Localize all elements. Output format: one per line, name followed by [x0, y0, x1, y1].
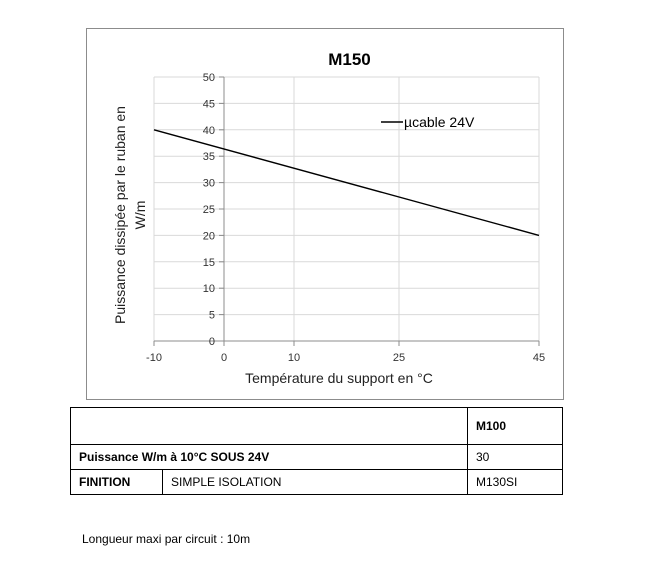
table-header-empty-cell [70, 407, 468, 445]
y-tick-label: 0 [209, 336, 215, 348]
y-tick-label: 50 [203, 72, 215, 84]
table-row: Puissance W/m à 10°C SOUS 24V 30 [70, 444, 563, 470]
legend-label: µcable 24V [404, 114, 475, 130]
table-row-sublabel: SIMPLE ISOLATION [162, 469, 468, 495]
y-tick-label: 5 [209, 310, 215, 322]
series-line [153, 129, 540, 237]
x-tick-label: -10 [146, 352, 162, 364]
x-tick-label: 45 [533, 352, 545, 364]
y-tick-label: 35 [203, 151, 215, 163]
y-tick-label: 25 [203, 204, 215, 216]
table-row-value: 30 [467, 444, 563, 470]
y-tick-label: 15 [203, 257, 215, 269]
x-tick-label: 0 [221, 352, 227, 364]
x-axis-title: Température du support en °C [245, 370, 433, 386]
table-row-label: FINITION [70, 469, 163, 495]
spec-table: M100 Puissance W/m à 10°C SOUS 24V 30 FI… [70, 407, 563, 495]
line-chart: 0 5 10 15 20 25 30 35 40 45 50 -10 0 10 25 45 M150 µcable… [112, 50, 545, 386]
x-tick-label: 10 [288, 352, 300, 364]
chart-frame: 0 5 10 15 20 25 30 35 40 45 50 -10 0 10 25 45 M150 µcable… [86, 28, 564, 400]
y-tick-label: 45 [203, 98, 215, 110]
chart-title: M150 [328, 50, 371, 69]
y-tick-label: 20 [203, 230, 215, 242]
y-tick-label: 10 [203, 283, 215, 295]
table-row-value: M130SI [467, 469, 563, 495]
table-header-model: M100 [467, 407, 563, 445]
table-row: FINITION SIMPLE ISOLATION M130SI [70, 469, 563, 495]
x-tick-label: 25 [393, 352, 405, 364]
footnote: Longueur maxi par circuit : 10m [82, 532, 251, 546]
y-tick-label: 30 [203, 178, 215, 190]
y-tick-label: 40 [203, 125, 215, 137]
y-axis-title: Puissance dissipée par le ruban en W/m [112, 106, 148, 324]
table-row-label: Puissance W/m à 10°C SOUS 24V [70, 444, 468, 470]
table-header-row: M100 [70, 407, 563, 445]
